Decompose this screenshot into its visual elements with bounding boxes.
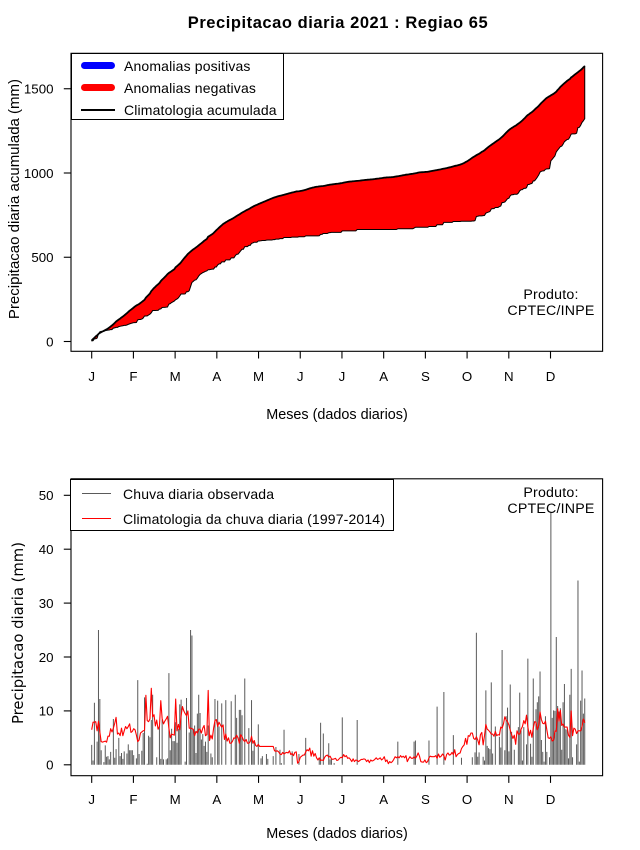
observed-daily-rain-swatch (82, 492, 111, 495)
month-tick-label: N (504, 792, 514, 807)
month-tick-label: A (379, 792, 388, 807)
month-tick-label: A (212, 369, 221, 384)
top-x-axis-title: Meses (dados diarios) (266, 407, 408, 423)
month-tick-label: S (421, 369, 430, 384)
top-product-annotation: Produto: CPTEC/INPE (461, 287, 640, 320)
observed-daily-rain-bars (91, 511, 586, 765)
month-tick-label: M (253, 369, 264, 384)
page-title: Precipitacao diaria 2021 : Regiao 65 (187, 13, 489, 32)
bottom-x-axis-title: Meses (dados diarios) (266, 826, 408, 842)
top-product-label: Produto: (523, 287, 579, 303)
bottom-product-annotation: Produto: CPTEC/INPE (461, 485, 640, 518)
y-tick-label: 0 (46, 758, 53, 773)
month-tick-label: J (297, 792, 304, 807)
y-tick-label: 40 (39, 542, 54, 557)
bottom-axis-ticks (63, 494, 552, 783)
bottom-y-tick-labels: 0 10 20 30 40 50 (39, 488, 54, 772)
legend-label-observed-daily-rain: Chuva diaria observada (123, 485, 275, 502)
y-tick-label: 1500 (24, 82, 54, 97)
bottom-product-label: Produto: (523, 484, 579, 501)
month-tick-label: J (88, 792, 95, 807)
month-tick-label: M (253, 792, 264, 807)
month-tick-label: O (462, 369, 472, 384)
month-tick-label: A (379, 369, 388, 384)
month-tick-label: D (546, 792, 556, 807)
month-tick-label: N (504, 369, 514, 384)
month-tick-label: F (129, 369, 137, 384)
bottom-product-source: CPTEC/INPE (507, 500, 595, 517)
y-tick-label: 0 (46, 334, 53, 349)
accumulated-precipitation-chart: 0 500 1000 1500 J F M A M J J A S O N D (24, 52, 604, 384)
y-tick-label: 50 (39, 488, 54, 503)
top-y-axis-title: Precipitacao diaria acumulada (mm) (6, 78, 23, 320)
month-tick-label: J (297, 369, 304, 384)
legend-label-accumulated-climatology: Climatologia acumulada (124, 101, 277, 118)
month-tick-label: J (339, 792, 346, 807)
y-tick-label: 20 (39, 650, 54, 665)
top-product-source: CPTEC/INPE (507, 303, 595, 320)
y-tick-label: 500 (31, 250, 53, 265)
top-axis-ticks (63, 88, 552, 359)
positive-anomaly-swatch (81, 62, 115, 69)
bottom-plot-frame (70, 478, 604, 777)
legend-label-positive-anomalies: Anomalias positivas (124, 57, 251, 74)
top-y-tick-labels: 0 500 1000 1500 (24, 82, 54, 350)
month-tick-label: S (421, 792, 430, 807)
legend-label-negative-anomalies: Anomalias negativas (124, 79, 257, 96)
top-chart-legend: Anomalias positivas Anomalias negativas … (71, 53, 284, 120)
daily-climatology-line (91, 687, 586, 765)
accumulated-climatology-line (91, 65, 586, 342)
month-tick-label: M (170, 792, 181, 807)
bottom-y-axis-title: Precipitacao diaria (mm) (10, 541, 27, 724)
month-tick-label: M (170, 369, 181, 384)
month-tick-label: J (339, 369, 346, 384)
accumulated-climatology-swatch (81, 108, 115, 111)
y-tick-label: 30 (39, 596, 54, 611)
daily-precipitation-chart: 0 10 20 30 40 50 J F M A M J J A S O N D (39, 478, 604, 807)
month-tick-label: A (212, 792, 221, 807)
negative-anomaly-swatch (81, 84, 115, 91)
y-tick-label: 10 (39, 704, 54, 719)
month-tick-label: F (129, 792, 137, 807)
month-tick-label: J (88, 369, 95, 384)
y-tick-label: 1000 (24, 166, 54, 181)
month-tick-label: O (462, 792, 472, 807)
bottom-chart-legend: Chuva diaria observada Climatologia da c… (70, 479, 394, 531)
legend-label-daily-climatology: Climatologia da chuva diaria (1997-2014) (123, 510, 386, 527)
month-tick-label: D (546, 369, 556, 384)
top-plot-frame (70, 52, 604, 352)
daily-climatology-swatch (82, 517, 111, 520)
